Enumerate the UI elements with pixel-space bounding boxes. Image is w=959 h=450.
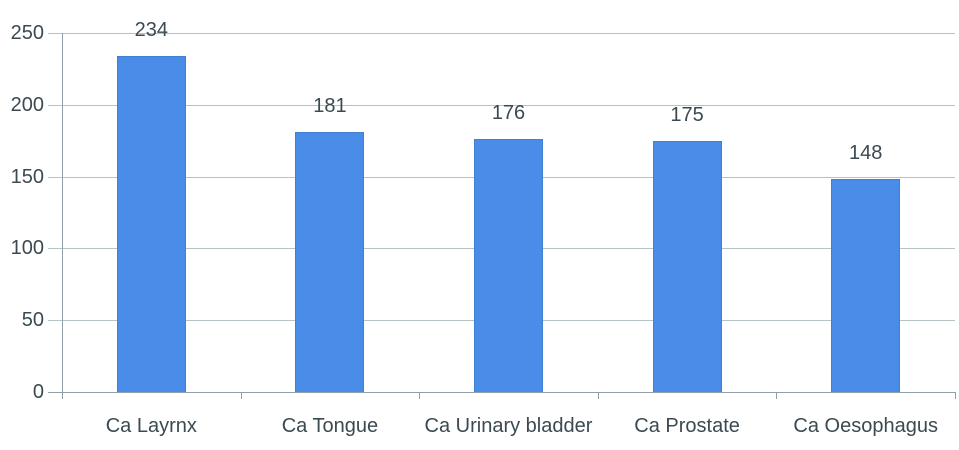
x-axis-line [48, 392, 955, 393]
gridline [48, 33, 955, 34]
bar [295, 132, 365, 392]
y-tick-label: 0 [32, 381, 44, 403]
gridline [48, 104, 955, 106]
category-label: Ca Urinary bladder [424, 415, 593, 437]
bar [652, 140, 722, 392]
bar-value-label: 175 [670, 103, 704, 126]
category-label: Ca Layrnx [105, 415, 197, 437]
x-axis-tick [419, 392, 421, 399]
x-axis-tick [597, 392, 599, 399]
y-axis-line [62, 33, 63, 399]
y-tick-label: 250 [10, 22, 44, 44]
category-label: Ca Prostate [634, 415, 740, 437]
y-tick-label: 50 [21, 309, 44, 332]
x-axis-tick [62, 392, 63, 399]
bar [116, 55, 186, 392]
bar-value-label: 234 [134, 18, 168, 41]
x-axis-tick [240, 392, 242, 399]
category-label: Ca Tongue [281, 415, 379, 437]
y-tick-label: 100 [10, 237, 44, 260]
x-axis-tick [955, 392, 956, 399]
category-label: Ca Oesophagus [793, 415, 938, 437]
x-axis-tick [776, 392, 778, 399]
bar [831, 179, 901, 392]
bar-value-label: 148 [849, 142, 883, 165]
y-tick-label: 150 [10, 165, 44, 188]
bar-value-label: 181 [313, 95, 347, 118]
bar [474, 139, 543, 392]
bar-value-label: 176 [491, 102, 526, 125]
y-tick-label: 200 [10, 93, 44, 116]
